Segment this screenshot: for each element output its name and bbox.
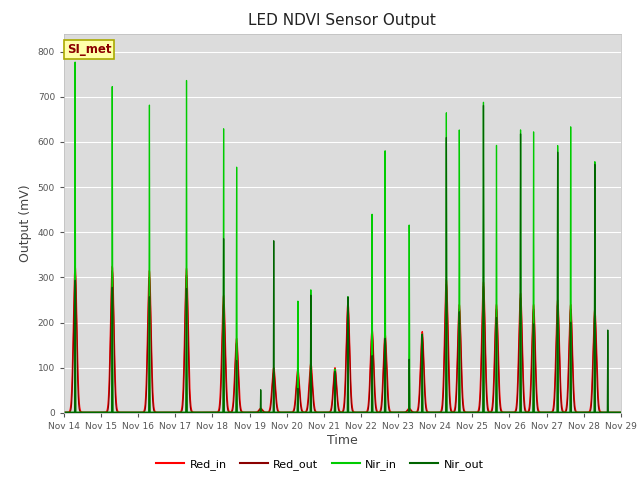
Line: Red_in: Red_in: [64, 266, 621, 412]
Red_out: [85, 409, 93, 415]
Red_in: [161, 409, 169, 415]
Red_in: [273, 401, 281, 407]
X-axis label: Time: Time: [327, 433, 358, 446]
Nir_in: [394, 409, 402, 415]
Line: Nir_in: Nir_in: [64, 62, 621, 412]
Line: Nir_out: Nir_out: [64, 106, 621, 412]
Nir_out: [476, 409, 483, 415]
Red_out: [161, 409, 169, 415]
Red_in: [476, 396, 483, 401]
Nir_in: [422, 409, 430, 415]
Nir_out: [617, 409, 625, 415]
Nir_in: [476, 409, 483, 415]
Red_in: [60, 409, 68, 415]
Red_out: [476, 404, 483, 409]
Nir_in: [60, 409, 68, 415]
Nir_in: [273, 409, 281, 415]
Red_in: [394, 409, 402, 415]
Red_in: [71, 263, 79, 269]
Y-axis label: Output (mV): Output (mV): [19, 184, 32, 262]
Nir_out: [161, 409, 169, 415]
Nir_in: [71, 59, 79, 65]
Nir_out: [394, 409, 402, 415]
Red_out: [422, 408, 430, 413]
Red_out: [273, 406, 281, 411]
Title: LED NDVI Sensor Output: LED NDVI Sensor Output: [248, 13, 436, 28]
Text: SI_met: SI_met: [67, 43, 111, 56]
Nir_in: [518, 409, 525, 415]
Red_out: [108, 268, 116, 274]
Line: Red_out: Red_out: [64, 271, 621, 412]
Nir_out: [60, 409, 68, 415]
Red_out: [617, 409, 625, 415]
Nir_out: [479, 103, 487, 108]
Nir_out: [422, 409, 430, 415]
Red_in: [617, 409, 625, 415]
Red_in: [518, 323, 526, 329]
Red_in: [422, 404, 430, 409]
Red_out: [518, 336, 526, 342]
Red_out: [394, 409, 402, 415]
Nir_out: [518, 409, 525, 415]
Red_out: [60, 409, 68, 415]
Nir_out: [273, 409, 280, 415]
Red_in: [88, 409, 95, 415]
Nir_in: [617, 409, 625, 415]
Nir_in: [161, 409, 169, 415]
Legend: Red_in, Red_out, Nir_in, Nir_out: Red_in, Red_out, Nir_in, Nir_out: [152, 455, 488, 474]
